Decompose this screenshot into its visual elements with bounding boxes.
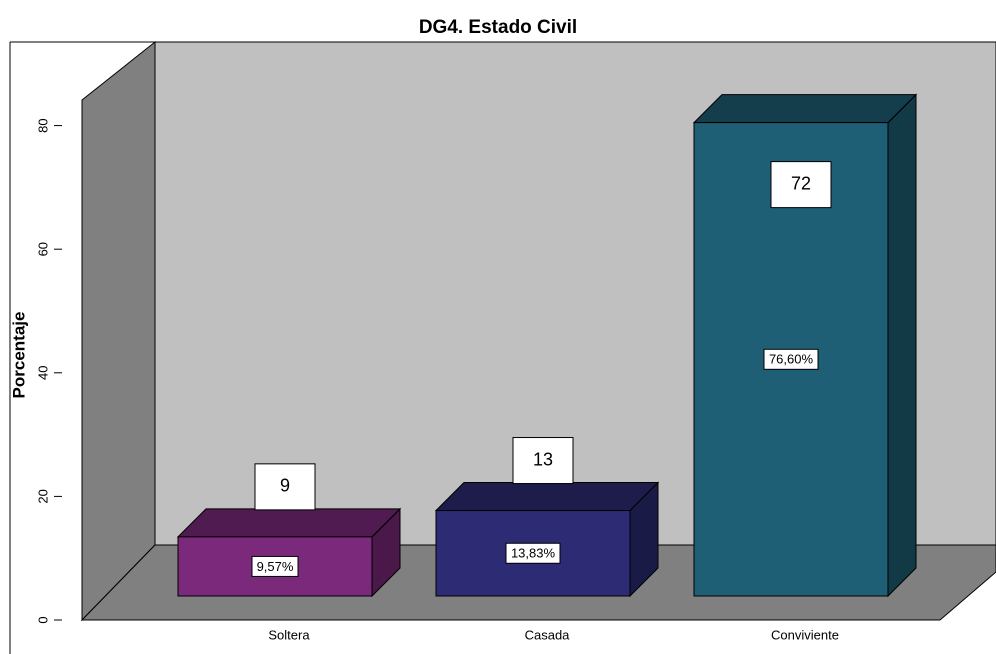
bar-top xyxy=(692,94,918,124)
bar-top xyxy=(434,482,660,512)
y-tick-label: 20 xyxy=(35,489,50,503)
y-axis-label: Porcentaje xyxy=(9,312,28,399)
y-tick-label: 60 xyxy=(35,242,50,256)
count-box xyxy=(512,437,574,485)
y-tick-label: 80 xyxy=(35,118,50,132)
count-label: 9 xyxy=(280,476,290,496)
count-label: 13 xyxy=(533,449,553,469)
count-box xyxy=(254,463,316,511)
x-tick-label: Soltera xyxy=(268,627,310,642)
value-label-box xyxy=(251,555,299,577)
count-label: 72 xyxy=(791,173,811,193)
value-label-box xyxy=(763,348,819,370)
value-label: 9,57% xyxy=(257,559,294,574)
chart-title: DG4. Estado Civil xyxy=(419,17,577,38)
value-label: 13,83% xyxy=(511,546,556,561)
bar-side xyxy=(887,93,917,598)
value-label: 76,60% xyxy=(769,352,814,367)
bar-top xyxy=(176,508,402,538)
count-box xyxy=(770,161,832,209)
y-tick-label: 40 xyxy=(35,366,50,380)
y-tick-label: 0 xyxy=(35,616,50,623)
left-wall xyxy=(81,40,156,622)
value-label-box xyxy=(505,542,561,564)
x-tick-label: Conviviente xyxy=(771,627,839,642)
x-tick-label: Casada xyxy=(525,627,571,642)
